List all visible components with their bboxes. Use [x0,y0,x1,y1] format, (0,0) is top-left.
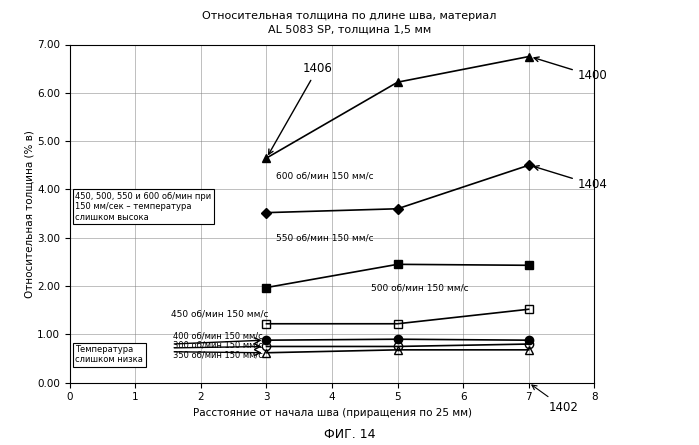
X-axis label: Расстояние от начала шва (приращения по 25 мм): Расстояние от начала шва (приращения по … [192,408,472,418]
Text: ФИГ. 14: ФИГ. 14 [324,428,375,441]
Text: 350 об/мин 150 мм/с: 350 об/мин 150 мм/с [173,350,264,359]
Text: 450 об/мин 150 мм/с: 450 об/мин 150 мм/с [171,310,269,319]
Text: 500 об/мин 150 мм/с: 500 об/мин 150 мм/с [371,283,469,292]
Text: 300 об/мин 150 мм/с: 300 об/мин 150 мм/с [173,340,264,349]
Text: 450, 500, 550 и 600 об/мин при
150 мм/сек – температура
слишком высока: 450, 500, 550 и 600 об/мин при 150 мм/се… [75,192,211,222]
Text: Относительная толщина по длине шва, материал: Относительная толщина по длине шва, мате… [202,11,497,21]
Text: 400 об/мин 150 мм/с: 400 об/мин 150 мм/с [173,332,264,340]
Text: Температура
слишком низка: Температура слишком низка [75,345,143,364]
Text: AL 5083 SP, толщина 1,5 мм: AL 5083 SP, толщина 1,5 мм [268,24,431,34]
Text: 1402: 1402 [532,385,578,414]
Text: 600 об/мин 150 мм/с: 600 об/мин 150 мм/с [276,171,374,180]
Text: 550 об/мин 150 мм/с: 550 об/мин 150 мм/с [276,234,374,243]
Text: 1404: 1404 [534,166,607,191]
Y-axis label: Относительная толщина (% в): Относительная толщина (% в) [24,129,34,298]
Text: 1406: 1406 [268,62,333,154]
Text: 1400: 1400 [534,57,607,82]
